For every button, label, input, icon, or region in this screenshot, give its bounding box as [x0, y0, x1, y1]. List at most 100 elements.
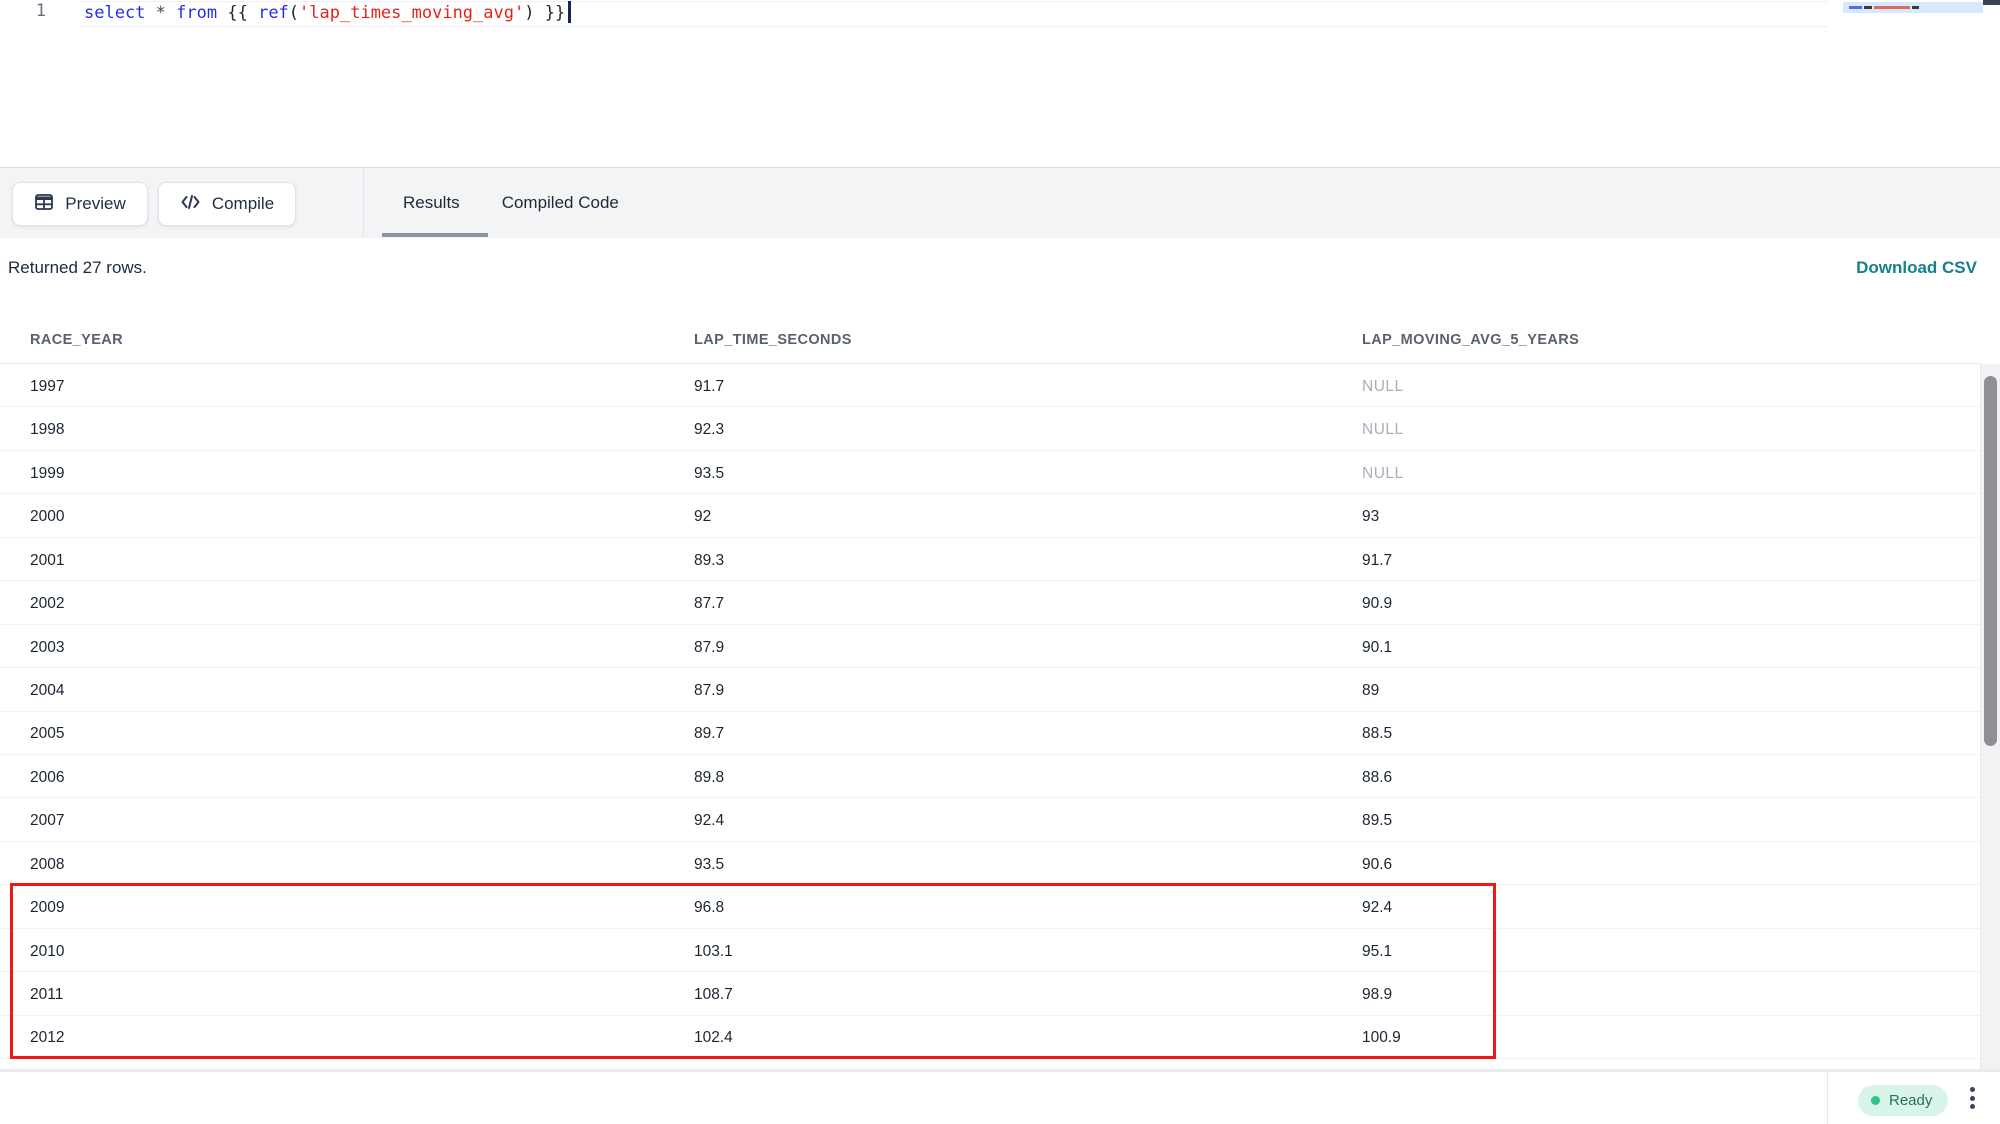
table-row: 2010 103.1 95.1	[0, 929, 1980, 973]
table-cell: 91.7	[1362, 551, 1393, 569]
table-cell: 2001	[30, 551, 65, 569]
code-token: select	[84, 3, 146, 23]
table-cell: 2005	[30, 725, 65, 743]
current-line-highlight	[78, 1, 1828, 27]
table-cell: 95.1	[1362, 942, 1393, 960]
table-row: 1997 91.7 NULL	[0, 364, 1980, 408]
compile-button-label: Compile	[211, 194, 275, 213]
table-cell: 103.1	[694, 942, 733, 960]
table-grid-icon	[34, 192, 54, 217]
table-cell: 89.3	[694, 551, 725, 569]
status-dot-icon	[1871, 1096, 1880, 1105]
column-header-lap-time-seconds[interactable]: LAP_TIME_SECONDS	[694, 332, 852, 348]
code-token: ref	[258, 3, 289, 23]
table-cell: 92.3	[694, 421, 725, 439]
compile-button[interactable]: Compile	[158, 182, 296, 226]
table-row: 2009 96.8 92.4	[0, 885, 1980, 929]
table-cell: 2006	[30, 768, 65, 786]
table-cell: 96.8	[694, 899, 725, 917]
preview-button-label: Preview	[65, 194, 126, 213]
editor-minimap[interactable]	[1843, 0, 1983, 167]
table-cell: NULL	[1362, 377, 1404, 395]
kebab-menu-button[interactable]	[1960, 1080, 1984, 1116]
table-row: 2007 92.4 89.5	[0, 798, 1980, 842]
table-cell: 98.9	[1362, 986, 1393, 1004]
minimap-token	[1864, 6, 1872, 9]
tab-compiled-code-label: Compiled Code	[501, 193, 619, 212]
table-row: 2003 87.9 90.1	[0, 625, 1980, 669]
table-cell: 89.5	[1362, 812, 1393, 830]
table-cell: 2007	[30, 812, 65, 830]
status-label: Ready	[1889, 1092, 1933, 1109]
table-cell: 2002	[30, 595, 65, 613]
table-cell: 2009	[30, 899, 65, 917]
table-scrollbar-thumb[interactable]	[1984, 376, 1997, 746]
code-token: *	[155, 3, 166, 23]
minimap-token	[1912, 6, 1919, 9]
sql-editor[interactable]: 1 select * from {{ ref('lap_times_moving…	[0, 0, 2000, 167]
table-row: 2002 87.7 90.9	[0, 581, 1980, 625]
code-token: 'lap_times_moving_avg'	[299, 3, 525, 23]
text-cursor	[568, 1, 571, 23]
download-csv-link[interactable]: Download CSV	[1856, 258, 1977, 277]
tab-results-label: Results	[403, 193, 460, 212]
table-cell: 93.5	[694, 464, 725, 482]
results-toolbar: Preview Compile Results Compiled Code	[0, 167, 2000, 238]
table-cell: 108.7	[694, 986, 733, 1004]
editor-scrollbar-marker	[1983, 0, 2000, 5]
preview-button[interactable]: Preview	[12, 182, 148, 226]
table-cell: 93	[1362, 508, 1380, 526]
row-count-summary: Returned 27 rows.	[8, 258, 147, 277]
table-cell: 93.5	[694, 855, 725, 873]
table-cell: 2000	[30, 508, 65, 526]
table-cell: 87.9	[694, 638, 725, 656]
table-cell: 2003	[30, 638, 65, 656]
table-row: 2000 92 93	[0, 494, 1980, 538]
table-cell: 89	[1362, 681, 1380, 699]
code-token	[145, 3, 155, 23]
table-cell: 91.7	[694, 377, 725, 395]
column-header-lap-moving-avg[interactable]: LAP_MOVING_AVG_5_YEARS	[1362, 332, 1580, 348]
minimap-token	[1874, 6, 1910, 9]
minimap-token	[1849, 6, 1862, 9]
column-header-race-year[interactable]: RACE_YEAR	[30, 332, 124, 348]
table-row: 2012 102.4 100.9	[0, 1016, 1980, 1059]
code-brackets-icon	[180, 192, 201, 217]
code-line[interactable]: select * from {{ ref('lap_times_moving_a…	[84, 1, 571, 28]
table-cell: 89.7	[694, 725, 725, 743]
code-token: )	[524, 3, 535, 23]
status-badge: Ready	[1858, 1085, 1949, 1116]
tab-compiled-code[interactable]: Compiled Code	[481, 168, 640, 238]
results-tabs: Results Compiled Code	[382, 168, 640, 238]
table-body: 1997 91.7 NULL 1998 92.3 NULL 1999 93.5 NULL 2000…	[0, 364, 1980, 1059]
table-cell: 2004	[30, 681, 65, 699]
table-cell: 88.6	[1362, 768, 1393, 786]
table-cell: NULL	[1362, 464, 1404, 482]
table-row: 2005 89.7 88.5	[0, 712, 1980, 755]
table-scrollbar[interactable]	[1980, 364, 2000, 1069]
table-cell: NULL	[1362, 421, 1404, 439]
table-cell: 1999	[30, 464, 65, 482]
table-cell: 90.1	[1362, 638, 1393, 656]
table-row: 2001 89.3 91.7	[0, 538, 1980, 582]
table-cell: 2011	[30, 986, 64, 1004]
table-cell: 2010	[30, 942, 65, 960]
table-cell: 87.7	[694, 595, 725, 613]
code-token: (	[288, 3, 300, 23]
table-cell: 89.8	[694, 768, 725, 786]
code-token	[166, 3, 176, 23]
active-tab-underline	[382, 233, 488, 237]
table-cell: 92.4	[694, 812, 725, 830]
table-row: 2006 89.8 88.6	[0, 755, 1980, 799]
table-cell: 100.9	[1362, 1029, 1401, 1047]
table-cell: 2008	[30, 855, 65, 873]
code-token: {{	[217, 3, 259, 23]
table-cell: 87.9	[694, 681, 725, 699]
table-cell: 92.4	[1362, 899, 1393, 917]
bottom-divider	[0, 1069, 2000, 1072]
tab-results[interactable]: Results	[382, 168, 481, 238]
table-cell: 1997	[30, 377, 65, 395]
table-cell: 90.6	[1362, 855, 1393, 873]
table-cell: 88.5	[1362, 725, 1393, 743]
